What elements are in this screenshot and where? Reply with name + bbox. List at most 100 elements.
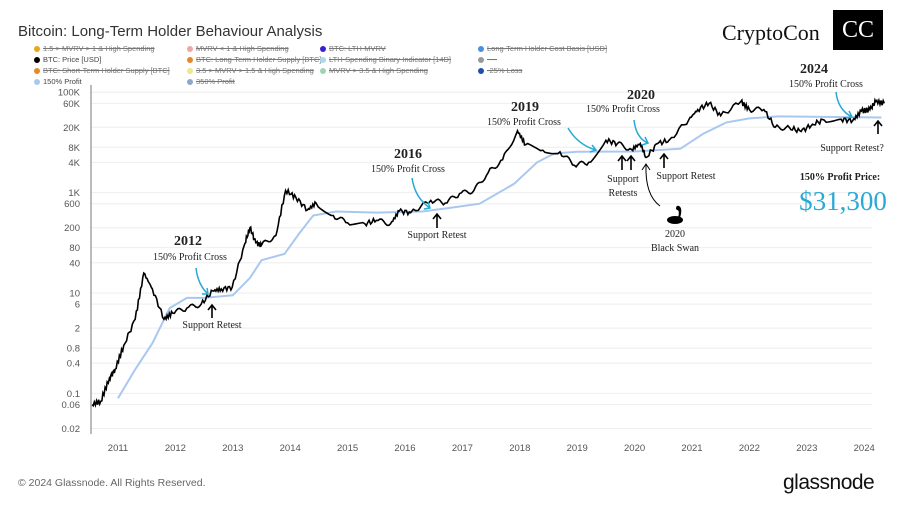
legend-dot-icon xyxy=(187,78,193,85)
up-arrow-icon xyxy=(207,303,217,318)
legend-label: MVRV < 1 & High Spending xyxy=(196,44,289,53)
y-tick-label: 600 xyxy=(64,199,80,210)
annotation-support-2020: Support Retest xyxy=(656,171,716,182)
x-tick-label: 2016 xyxy=(394,443,415,454)
profit-price-label: 150% Profit Price: xyxy=(799,172,881,183)
y-tick-label: 100K xyxy=(58,88,81,99)
cross-arrows xyxy=(195,91,854,295)
x-tick-label: 2015 xyxy=(337,443,358,454)
x-tick-label: 2014 xyxy=(280,443,301,454)
annotation-year-2020: 2020 xyxy=(627,88,655,103)
legend-label: BTC: Price [USD] xyxy=(43,55,102,64)
cross-arrow-2016 xyxy=(411,177,431,210)
legend-item[interactable]: BTC: LTH-MVRV xyxy=(320,44,386,53)
x-tick-label: 2012 xyxy=(165,443,186,454)
y-tick-label: 20K xyxy=(63,123,81,134)
legend-label: 150% Profit xyxy=(43,77,82,86)
x-tick-label: 2021 xyxy=(681,443,702,454)
annotation-support-retests-2: Retests xyxy=(608,188,638,199)
legend-item[interactable]: BTC: Price [USD] xyxy=(34,55,101,64)
cryptocon-logo: CC xyxy=(833,10,883,50)
cross-arrow-2019 xyxy=(567,127,598,153)
x-tick-label: 2023 xyxy=(796,443,817,454)
profit-price-value: $31,300 xyxy=(799,186,887,216)
legend-item[interactable]: MVRV < 1 & High Spending xyxy=(187,44,289,53)
legend-dot-icon xyxy=(187,56,193,63)
annotation-support-retests-1: Support xyxy=(607,174,639,185)
support-arrows xyxy=(207,119,883,318)
logo-text: CC xyxy=(841,16,874,43)
y-tick-label: 0.02 xyxy=(62,424,81,435)
brand-name: CryptoCon xyxy=(722,20,820,45)
annotation-black-swan: Black Swan xyxy=(650,243,700,254)
up-arrow-icon xyxy=(626,154,636,170)
y-tick-label: 0.4 xyxy=(67,359,80,370)
legend-dot-icon xyxy=(187,67,193,74)
annotation-cross-2012: 150% Profit Cross xyxy=(153,252,227,263)
y-tick-label: 2 xyxy=(75,324,80,335)
page-title: Bitcoin: Long-Term Holder Behaviour Anal… xyxy=(18,23,323,40)
y-tick-label: 1K xyxy=(68,188,80,199)
legend-dot-icon xyxy=(187,45,193,52)
x-tick-label: 2020 xyxy=(624,443,645,454)
y-tick-label: 40 xyxy=(69,258,80,269)
legend-dot-icon xyxy=(34,45,40,52)
up-arrow-icon xyxy=(659,152,669,168)
y-tick-label: 200 xyxy=(64,223,80,234)
legend-item[interactable]: BTC: Short-Term Holder Supply [BTC] xyxy=(34,66,170,75)
legend-item[interactable]: MVRV > 3.5 & High Spending xyxy=(320,66,428,75)
legend-item[interactable]: 3.5 > MVRV > 1.5 & High Spending xyxy=(187,66,314,75)
x-tick-label: 2024 xyxy=(854,443,875,454)
y-tick-label: 4K xyxy=(68,158,80,169)
y-tick-label: 6 xyxy=(75,300,80,311)
footer-copyright: © 2024 Glassnode. All Rights Reserved. xyxy=(18,477,206,489)
legend-dot-icon xyxy=(34,67,40,74)
legend-label: 350% Profit xyxy=(196,77,235,86)
y-tick-label: 60K xyxy=(63,99,81,110)
legend-dot-icon xyxy=(320,67,326,74)
x-tick-label: 2011 xyxy=(108,443,128,454)
annotation-year-2019: 2019 xyxy=(511,100,539,115)
legend-item[interactable]: Long-Term Holder Cost Basis [USD] xyxy=(478,44,607,53)
legend-item[interactable]: 150% Profit xyxy=(34,77,82,86)
up-arrow-icon xyxy=(617,154,627,170)
legend-dot-icon xyxy=(34,78,40,85)
annotation-cross-2020: 150% Profit Cross xyxy=(586,104,660,115)
legend-dot-icon xyxy=(34,56,40,63)
annotation-support-2012: Support Retest xyxy=(182,320,242,331)
annotation-year-2024: 2024 xyxy=(800,62,828,77)
x-tick-label: 2019 xyxy=(567,443,588,454)
annotation-cross-2019: 150% Profit Cross xyxy=(487,117,561,128)
legend-label: 3.5 > MVRV > 1.5 & High Spending xyxy=(196,66,314,75)
legend-label: 1.5 > MVRV > 1 & High Spending xyxy=(43,44,155,53)
annotation-swan-year: 2020 xyxy=(665,229,685,240)
annotation-year-2016: 2016 xyxy=(394,147,422,162)
annotation-cross-2024: 150% Profit Cross xyxy=(789,79,863,90)
cross-arrow-2012 xyxy=(195,267,209,295)
legend-item[interactable]: -25% Loss xyxy=(478,66,522,75)
swan-curve-arrow xyxy=(641,163,661,207)
up-arrow-icon xyxy=(432,212,442,228)
black-swan-icon xyxy=(667,205,683,224)
y-tick-label: 0.06 xyxy=(62,400,81,411)
annotation-support-2016: Support Retest xyxy=(407,230,467,241)
legend-label: MVRV > 3.5 & High Spending xyxy=(329,66,428,75)
legend-item[interactable]: BTC: Long-Term Holder Supply [BTC] xyxy=(187,55,321,64)
legend-label: ---- xyxy=(487,55,497,64)
y-tick-label: 0.1 xyxy=(67,389,80,400)
legend-item[interactable]: 350% Profit xyxy=(187,77,235,86)
annotation-support-retest-q: Support Retest? xyxy=(820,143,884,154)
legend-item[interactable]: 1.5 > MVRV > 1 & High Spending xyxy=(34,44,155,53)
legend-item[interactable]: LTH-Spending Binary Indicator [14D] xyxy=(320,55,451,64)
y-tick-label: 0.8 xyxy=(67,344,80,355)
legend-dot-icon xyxy=(478,45,484,52)
cross-arrow-2020 xyxy=(633,119,650,146)
legend-item[interactable]: ---- xyxy=(478,55,497,64)
x-tick-label: 2017 xyxy=(452,443,473,454)
legend-dot-icon xyxy=(320,56,326,63)
legend-label: -25% Loss xyxy=(487,66,523,75)
y-tick-label: 10 xyxy=(69,289,80,300)
legend-label: BTC: Long-Term Holder Supply [BTC] xyxy=(196,55,322,64)
profit-150-series-line xyxy=(117,115,882,399)
